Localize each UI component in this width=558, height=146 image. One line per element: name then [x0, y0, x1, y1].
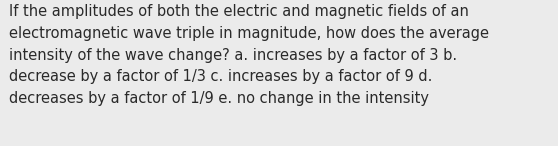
Text: If the amplitudes of both the electric and magnetic fields of an
electromagnetic: If the amplitudes of both the electric a…	[9, 4, 489, 106]
